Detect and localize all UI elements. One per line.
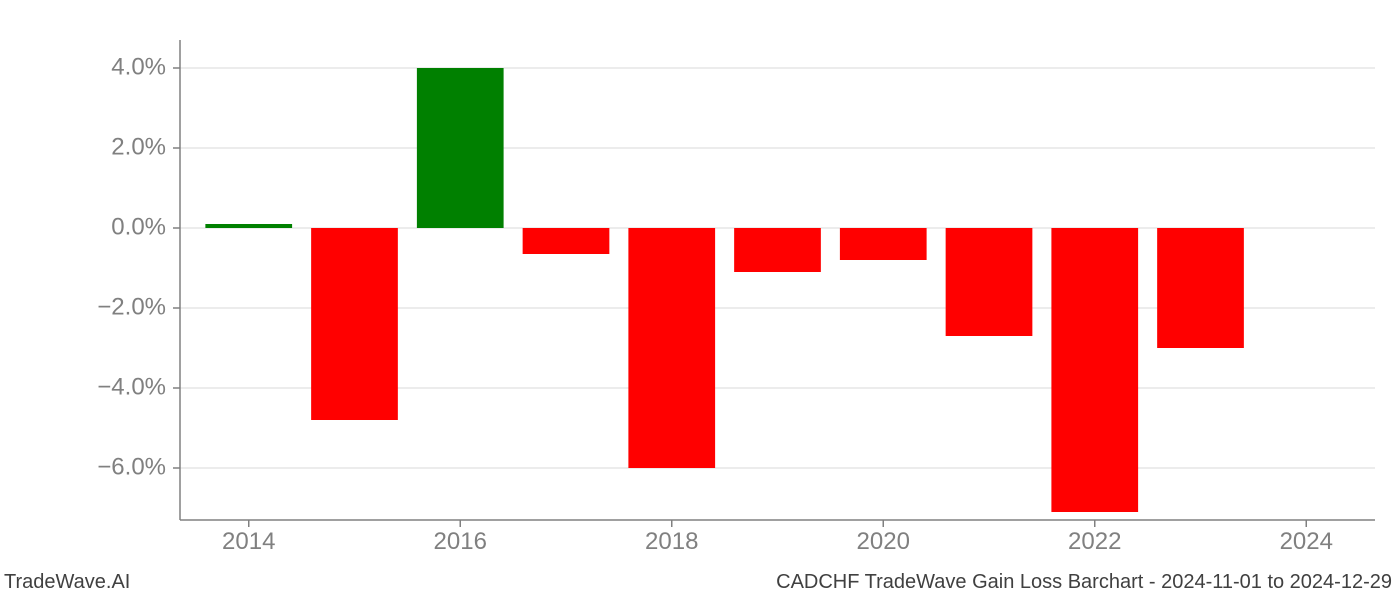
bar bbox=[417, 68, 504, 228]
y-tick-label: −4.0% bbox=[97, 373, 166, 400]
footer: TradeWave.AI CADCHF TradeWave Gain Loss … bbox=[0, 571, 1400, 594]
y-tick-label: 4.0% bbox=[111, 53, 166, 80]
x-tick-label: 2024 bbox=[1280, 528, 1333, 555]
bar bbox=[946, 228, 1033, 336]
x-tick-label: 2022 bbox=[1068, 528, 1121, 555]
footer-left: TradeWave.AI bbox=[4, 571, 130, 594]
barchart-svg: −6.0% −4.0% −2.0% 0.0% 2.0% 4.0% 2014 2016 2018 2… bbox=[0, 0, 1400, 600]
y-tick-label: −6.0% bbox=[97, 453, 166, 480]
x-tick-label: 2016 bbox=[434, 528, 487, 555]
bar bbox=[734, 228, 821, 272]
y-tick-label: −2.0% bbox=[97, 293, 166, 320]
bar bbox=[628, 228, 715, 468]
bar bbox=[205, 224, 292, 228]
y-tick-label: 0.0% bbox=[111, 213, 166, 240]
x-tick-label: 2020 bbox=[857, 528, 910, 555]
bar bbox=[1157, 228, 1244, 348]
bar bbox=[311, 228, 398, 420]
chart-container: −6.0% −4.0% −2.0% 0.0% 2.0% 4.0% 2014 2016 2018 2… bbox=[0, 0, 1400, 600]
bar bbox=[840, 228, 927, 260]
x-tick-label: 2018 bbox=[645, 528, 698, 555]
y-tick-label: 2.0% bbox=[111, 133, 166, 160]
bar bbox=[1051, 228, 1138, 512]
footer-right: CADCHF TradeWave Gain Loss Barchart - 20… bbox=[776, 571, 1392, 594]
x-tick-label: 2014 bbox=[222, 528, 275, 555]
bar bbox=[523, 228, 610, 254]
